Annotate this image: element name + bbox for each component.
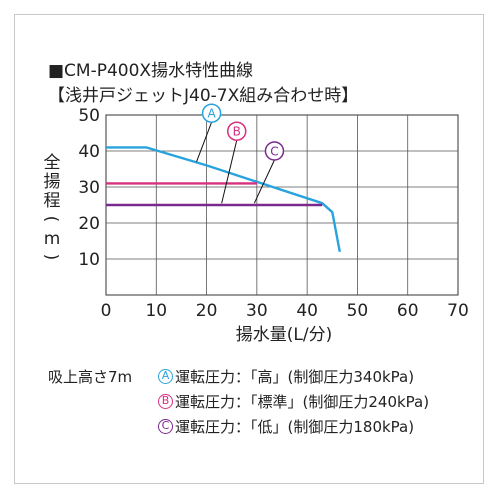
y-tick-label: 30 bbox=[78, 178, 100, 198]
y-axis-label-char: 程 bbox=[44, 191, 61, 211]
y-axis-label-char: 揚 bbox=[44, 172, 61, 192]
y-axis-label-char: ( bbox=[41, 216, 61, 223]
x-tick-label: 0 bbox=[101, 301, 112, 321]
series-line-a bbox=[106, 146, 341, 253]
y-tick-label: 50 bbox=[78, 106, 100, 126]
chart-frame bbox=[14, 14, 484, 484]
annotation-label-c: C bbox=[270, 145, 278, 159]
x-axis-label: 揚水量(L/分) bbox=[236, 325, 332, 345]
legend-mark-a: A bbox=[158, 369, 173, 384]
y-tick-label: 20 bbox=[78, 214, 100, 234]
y-tick-label: 40 bbox=[78, 142, 100, 162]
legend-item-b: B 運転圧力：「標準」(制御圧力240kPa) bbox=[158, 391, 429, 412]
annotation-marker-c bbox=[264, 141, 285, 161]
annotation-pointer-c bbox=[253, 159, 275, 204]
y-axis-label-char: m bbox=[44, 229, 61, 249]
annotation-label-b: B bbox=[233, 125, 241, 139]
x-tick-label: 40 bbox=[296, 301, 318, 321]
legend-text-c: 運転圧力：「低」(制御圧力180kPa) bbox=[175, 418, 415, 436]
x-tick-label: 20 bbox=[196, 301, 218, 321]
chart-title: ■CM-P400X揚水特性曲線 bbox=[48, 61, 254, 81]
x-tick-label: 60 bbox=[397, 301, 419, 321]
x-tick-label: 10 bbox=[145, 301, 167, 321]
y-axis-label-char: ) bbox=[41, 254, 61, 261]
annotation-label-a: A bbox=[207, 107, 216, 121]
y-axis-label-char: 全 bbox=[44, 153, 61, 173]
annotation-pointer-a bbox=[196, 122, 213, 162]
legend-item-a: A 運転圧力：「高」(制御圧力340kPa) bbox=[158, 366, 414, 387]
y-tick-label: 10 bbox=[78, 250, 100, 270]
x-tick-label: 50 bbox=[347, 301, 369, 321]
x-tick-label: 30 bbox=[246, 301, 268, 321]
x-tick-label: 70 bbox=[447, 301, 469, 321]
legend-mark-b: B bbox=[158, 394, 173, 409]
chart-subtitle: 【浅井戸ジェットJ40-7X組み合わせ時】 bbox=[48, 86, 359, 106]
legend-mark-c: C bbox=[158, 419, 173, 434]
annotation-marker-a bbox=[201, 103, 222, 123]
legend-text-a: 運転圧力：「高」(制御圧力340kPa) bbox=[175, 368, 415, 386]
annotation-marker-b bbox=[226, 121, 247, 141]
suction-condition: 吸上高さ7m bbox=[48, 368, 133, 386]
legend-text-b: 運転圧力：「標準」(制御圧力240kPa) bbox=[175, 393, 430, 411]
annotation-pointer-b bbox=[221, 140, 238, 204]
legend-item-c: C 運転圧力：「低」(制御圧力180kPa) bbox=[158, 416, 414, 437]
